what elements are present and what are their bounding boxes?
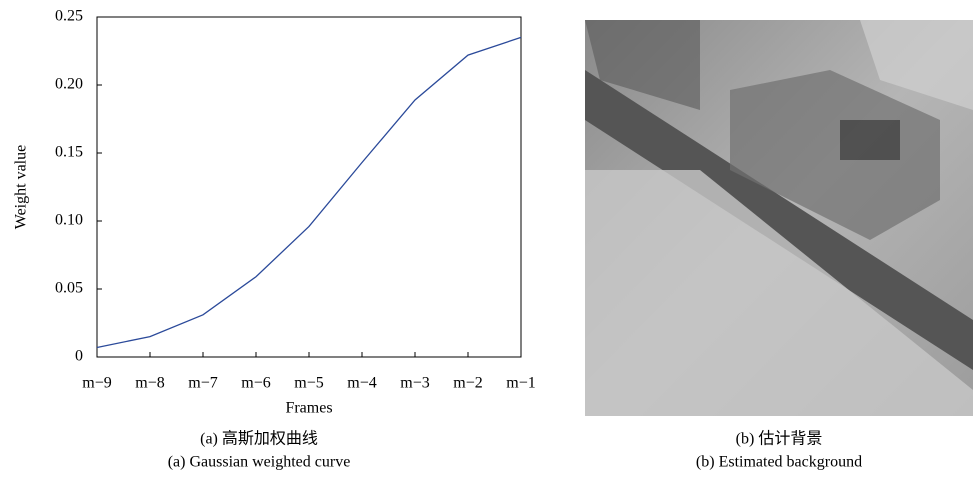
x-tick-label: m−8 (135, 375, 164, 392)
x-tick-label: m−7 (188, 375, 217, 392)
caption-b-en: (b) Estimated background (696, 454, 862, 471)
x-tick-label: m−3 (400, 375, 429, 392)
y-tick-label: 0.20 (55, 76, 83, 93)
y-tick-label: 0.05 (55, 280, 83, 297)
x-tick-label: m−9 (82, 375, 111, 392)
photo (585, 20, 973, 416)
y-tick-label: 0 (75, 348, 83, 365)
y-tick-label: 0.25 (55, 8, 83, 25)
page: Frames Weight value (a) 高斯加权曲线 (a) Gauss… (0, 0, 973, 484)
data-line (97, 37, 521, 347)
figure: Frames Weight value (a) 高斯加权曲线 (a) Gauss… (0, 0, 973, 484)
x-tick-label: m−1 (506, 375, 535, 392)
x-tick-label: m−2 (453, 375, 482, 392)
x-axis-label: Frames (285, 400, 332, 417)
plot-frame (97, 17, 521, 357)
y-tick-label: 0.15 (55, 144, 83, 161)
caption-a-zh: (a) 高斯加权曲线 (200, 430, 318, 448)
y-axis-label: Weight value (13, 145, 30, 229)
caption-a-en: (a) Gaussian weighted curve (168, 454, 351, 471)
caption-b-zh: (b) 估计背景 (736, 430, 823, 448)
y-tick-label: 0.10 (55, 212, 83, 229)
x-tick-label: m−4 (347, 375, 376, 392)
x-tick-label: m−5 (294, 375, 323, 392)
x-tick-label: m−6 (241, 375, 270, 392)
